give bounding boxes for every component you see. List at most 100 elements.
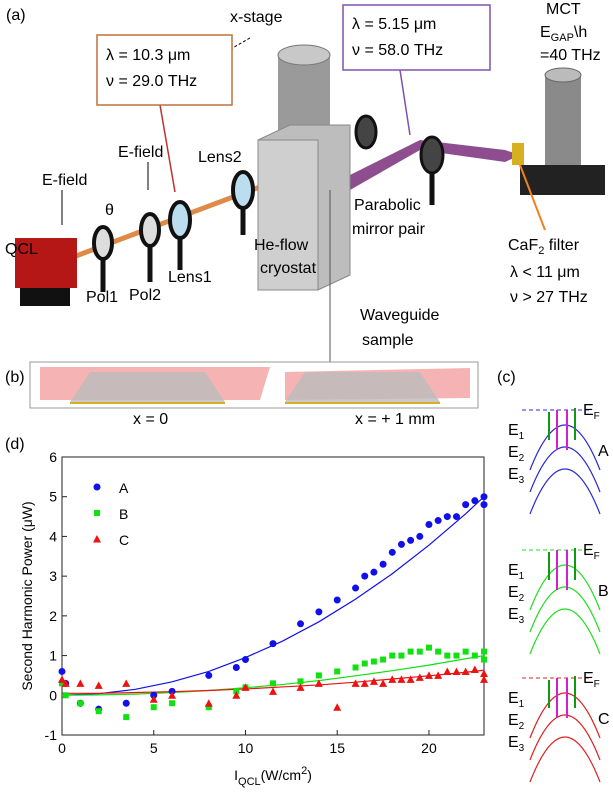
point (95, 708, 102, 715)
label: λ = 10.3 μm (106, 47, 190, 64)
label: Parabolic (354, 197, 421, 214)
label: E (508, 690, 519, 707)
point (59, 680, 65, 687)
label: E (508, 606, 519, 623)
point (297, 620, 305, 628)
label: filter (544, 237, 579, 254)
point (149, 695, 158, 703)
label: 1 (519, 699, 525, 710)
lens2 (231, 170, 255, 210)
label: λ < 11 μm (510, 264, 580, 281)
label: E (583, 670, 594, 687)
point (443, 667, 452, 675)
point (470, 665, 479, 673)
cryostat-top (277, 44, 331, 66)
point (93, 483, 101, 491)
point (379, 679, 388, 687)
point (415, 673, 424, 681)
label: sample (362, 332, 414, 349)
y-tick-label: 5 (49, 489, 57, 505)
point (205, 671, 213, 679)
fit-line (61, 496, 485, 696)
x-tick-label: 10 (238, 740, 254, 756)
point (93, 535, 101, 543)
label: E (508, 734, 519, 751)
pol2 (139, 212, 161, 248)
x-tick-label: 20 (421, 740, 437, 756)
point (388, 675, 397, 683)
point (296, 683, 305, 691)
label: E (508, 712, 519, 729)
point (462, 648, 469, 655)
point (232, 663, 240, 671)
band (529, 468, 601, 515)
qcl-mount (20, 288, 70, 306)
legend-label: C (119, 532, 129, 548)
label: E (508, 466, 519, 483)
legend-label: B (119, 506, 128, 522)
point (389, 652, 396, 659)
band (529, 446, 601, 493)
x-axis-label: IQCL(W/cm2) (234, 765, 312, 788)
mct-top (544, 67, 582, 83)
point (352, 584, 360, 592)
sh-beam (350, 140, 520, 190)
point (334, 668, 341, 675)
mct-base (520, 165, 605, 195)
band (529, 714, 601, 761)
panel-b-drawing (29, 361, 479, 409)
point (168, 691, 177, 699)
x-tick-label: 0 (58, 740, 66, 756)
point (397, 540, 405, 548)
label: E (508, 562, 519, 579)
panel-label: (d) (5, 436, 25, 453)
y-tick-label: 3 (49, 568, 57, 584)
point (480, 675, 488, 683)
label: Lens2 (198, 149, 242, 166)
panel-label: (b) (5, 369, 25, 386)
label: E3 (508, 606, 525, 626)
label: EF (583, 670, 600, 690)
label: θ (105, 202, 114, 219)
label: GAP (551, 32, 574, 44)
setup-drawing (15, 4, 605, 362)
point (443, 513, 451, 521)
point (314, 679, 323, 687)
point (94, 681, 103, 689)
label: E2 (508, 444, 525, 464)
point (462, 501, 470, 509)
label: E1 (508, 422, 525, 442)
band (529, 608, 601, 655)
point (406, 675, 415, 683)
point (434, 671, 443, 679)
x-axis-label: ) (307, 767, 312, 783)
label: ν = 29.0 THz (106, 73, 197, 90)
label: B (598, 583, 609, 600)
point (434, 517, 442, 525)
point (122, 679, 131, 687)
point (481, 656, 487, 663)
point (123, 714, 130, 721)
label: 1 (519, 571, 525, 582)
point (416, 532, 424, 540)
y-tick-label: 6 (49, 449, 57, 465)
point (370, 658, 377, 665)
label: E (583, 402, 594, 419)
label: CaF (508, 237, 538, 254)
point (297, 678, 304, 685)
point (360, 679, 369, 687)
point (416, 648, 423, 655)
point (61, 679, 70, 687)
lens1 (168, 200, 192, 240)
point (269, 640, 277, 648)
point (77, 700, 84, 707)
label: A (598, 443, 609, 460)
point (58, 675, 66, 683)
point (388, 548, 396, 556)
label: MCT (546, 1, 581, 18)
point (241, 656, 249, 664)
label: F (594, 411, 600, 422)
legend-label: A (119, 480, 129, 496)
sh-box (342, 4, 491, 71)
mirror (419, 135, 445, 175)
